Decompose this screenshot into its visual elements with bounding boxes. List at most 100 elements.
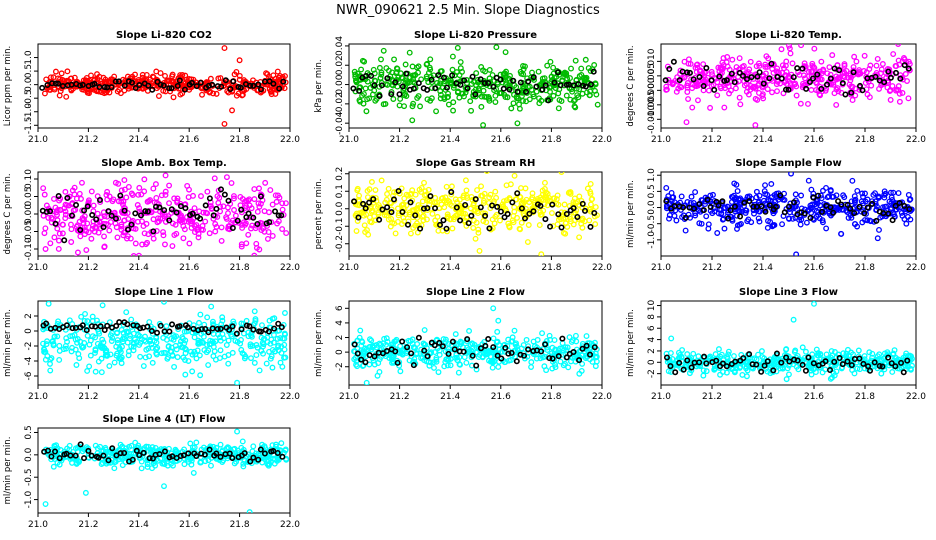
data-point xyxy=(666,215,672,222)
x-tick-label: 22.0 xyxy=(592,392,612,402)
data-point xyxy=(368,179,375,185)
reference-point xyxy=(362,205,369,212)
data-point xyxy=(779,62,786,69)
data-point xyxy=(453,69,460,76)
data-point xyxy=(158,350,165,357)
data-point xyxy=(281,85,288,92)
data-point xyxy=(62,201,69,208)
data-point xyxy=(179,90,186,97)
data-point xyxy=(445,93,451,100)
data-point xyxy=(409,103,416,110)
data-point xyxy=(802,348,809,355)
data-point xyxy=(366,186,373,193)
reference-point xyxy=(415,334,422,341)
data-point xyxy=(585,65,592,72)
data-point xyxy=(431,364,437,371)
data-point xyxy=(841,70,848,77)
data-point xyxy=(547,58,554,65)
reference-point xyxy=(275,320,282,327)
data-point xyxy=(41,191,48,198)
data-point xyxy=(417,103,424,110)
reference-point xyxy=(43,208,50,215)
data-point xyxy=(520,63,526,69)
data-point xyxy=(68,239,75,245)
data-point xyxy=(385,216,392,223)
data-point xyxy=(805,101,811,107)
reference-point xyxy=(856,203,863,210)
data-point xyxy=(43,341,50,348)
data-point xyxy=(764,368,771,375)
reference-point xyxy=(887,74,894,81)
y-axis-label: ml/min per min. xyxy=(626,309,636,377)
data-point xyxy=(833,101,840,108)
outlier-point xyxy=(229,107,235,114)
points-layer xyxy=(663,172,915,256)
data-point xyxy=(697,67,704,74)
reference-point xyxy=(424,86,431,93)
data-point xyxy=(759,91,766,98)
reference-point xyxy=(77,227,84,234)
data-point xyxy=(845,352,852,359)
reference-point xyxy=(781,209,788,216)
data-point xyxy=(212,356,219,363)
reference-point xyxy=(802,367,809,374)
y-tick-label: 6 xyxy=(335,305,345,311)
reference-point xyxy=(869,200,876,207)
data-point xyxy=(172,446,179,453)
data-point xyxy=(852,196,859,203)
data-point xyxy=(854,223,861,230)
reference-point xyxy=(591,210,598,217)
data-point xyxy=(213,90,220,97)
reference-point xyxy=(415,80,422,87)
data-point xyxy=(237,202,244,209)
chart-title: Slope Line 1 Flow xyxy=(115,287,214,298)
data-point xyxy=(62,215,69,222)
reference-point xyxy=(206,195,213,202)
data-point xyxy=(255,258,260,263)
data-point xyxy=(111,359,118,366)
data-point xyxy=(539,191,546,198)
data-point xyxy=(415,69,421,76)
data-point xyxy=(813,346,820,353)
data-point xyxy=(119,462,126,469)
reference-point xyxy=(443,225,450,232)
data-point xyxy=(219,317,226,324)
data-point xyxy=(892,63,899,69)
reference-point xyxy=(188,79,195,86)
y-tick-label: -1.0 xyxy=(647,231,657,249)
data-point xyxy=(267,187,274,194)
x-tick-label: 21.2 xyxy=(78,263,98,273)
data-point xyxy=(360,91,367,97)
reference-point xyxy=(441,74,448,81)
reference-point xyxy=(92,323,99,330)
data-point xyxy=(255,200,262,207)
data-point xyxy=(248,333,255,340)
data-point xyxy=(488,349,495,356)
data-point xyxy=(489,72,496,79)
data-point xyxy=(479,353,486,360)
data-point xyxy=(449,53,456,60)
data-point xyxy=(206,262,211,267)
outlier-point xyxy=(161,301,167,305)
data-point xyxy=(818,76,825,83)
reference-point xyxy=(383,348,390,355)
data-point xyxy=(98,89,105,96)
data-point xyxy=(196,352,203,359)
data-point xyxy=(887,96,894,103)
outlier-point xyxy=(495,317,502,324)
data-point xyxy=(251,196,258,203)
reference-point xyxy=(510,77,517,84)
data-point xyxy=(60,346,67,353)
reference-point xyxy=(404,344,411,351)
data-point xyxy=(154,344,161,351)
data-point xyxy=(511,327,518,334)
data-point xyxy=(152,181,159,188)
data-point xyxy=(248,205,255,212)
data-point xyxy=(399,350,406,357)
data-point xyxy=(196,319,202,326)
data-point xyxy=(490,335,497,342)
data-point xyxy=(841,61,848,68)
data-point xyxy=(51,234,58,241)
data-point xyxy=(692,189,699,196)
data-point xyxy=(444,211,451,218)
